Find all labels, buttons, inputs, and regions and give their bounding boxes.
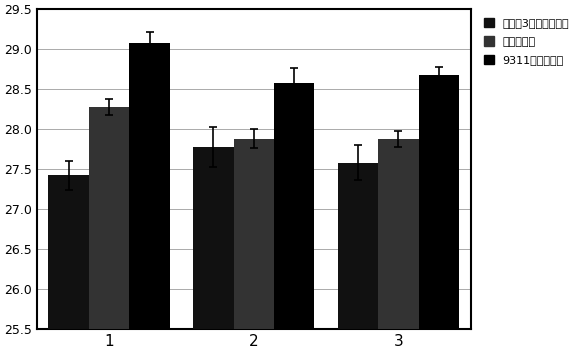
Bar <box>378 139 418 353</box>
Bar <box>129 43 170 353</box>
Bar <box>418 75 459 353</box>
Bar <box>48 175 89 353</box>
Bar <box>89 107 129 353</box>
Bar <box>338 163 378 353</box>
Bar <box>274 83 314 353</box>
Bar <box>234 139 274 353</box>
Bar <box>193 148 234 353</box>
Legend: 荷花糯3号纯合基因型, 杂合基因型, 9311纯合基因型: 荷花糯3号纯合基因型, 杂合基因型, 9311纯合基因型 <box>481 15 573 68</box>
